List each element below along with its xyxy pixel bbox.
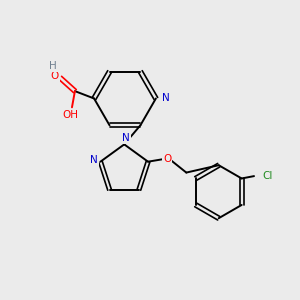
Text: Cl: Cl: [263, 171, 273, 181]
Text: OH: OH: [62, 110, 79, 120]
Text: N: N: [162, 94, 170, 103]
Text: N: N: [122, 133, 130, 143]
Text: O: O: [51, 71, 59, 81]
Text: O: O: [163, 154, 171, 164]
Text: N: N: [90, 155, 98, 165]
Text: H: H: [49, 61, 57, 71]
